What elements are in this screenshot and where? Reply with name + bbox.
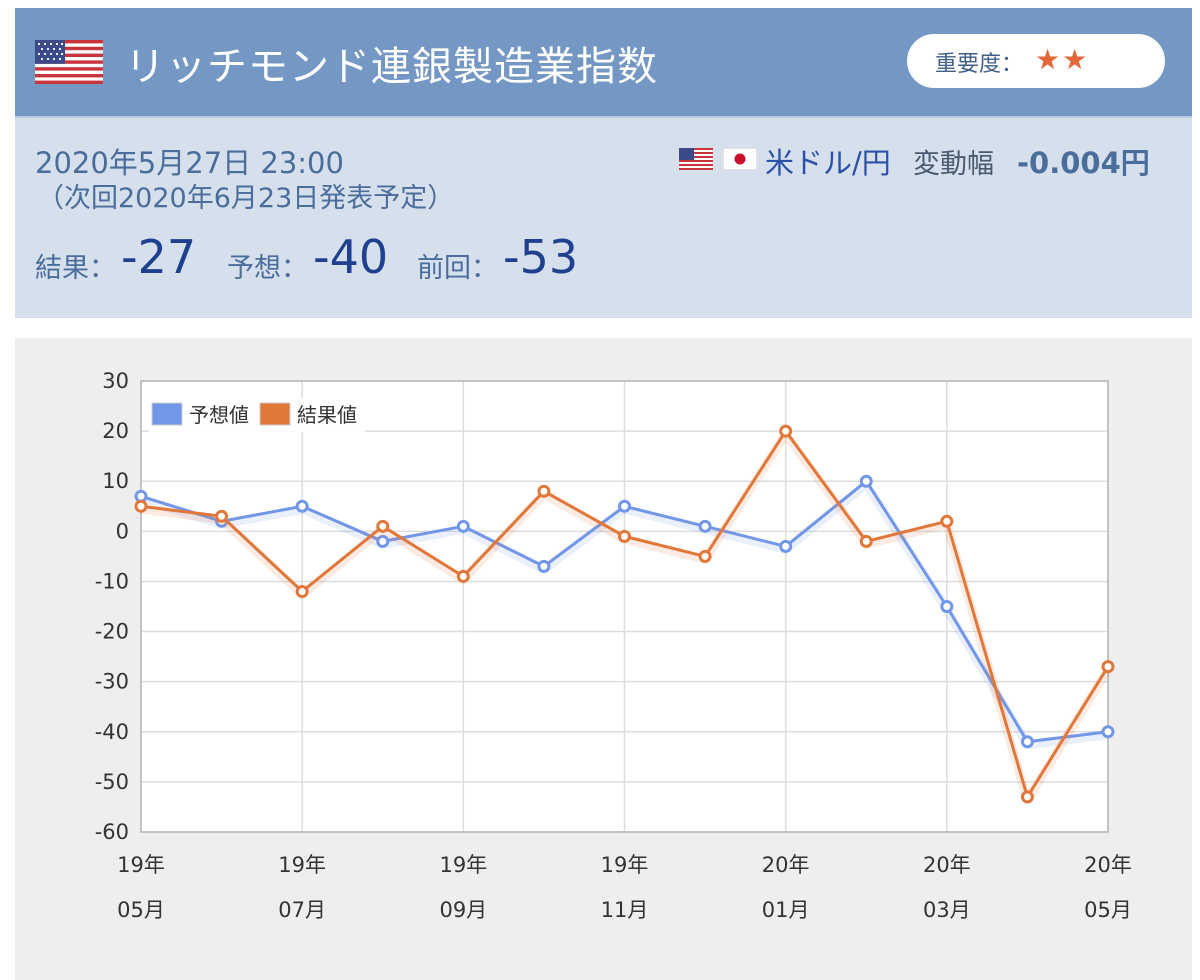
- series-2-point: [940, 514, 954, 528]
- y-tick-label: -20: [95, 620, 129, 644]
- series-1-point: [1020, 735, 1034, 749]
- result-label: 結果：: [35, 253, 116, 284]
- series-1-point: [779, 539, 793, 553]
- x-tick-label-year: 19年: [439, 853, 487, 877]
- importance-badge: 重要度： ★★: [907, 34, 1165, 88]
- x-tick-label-month: 07月: [278, 898, 326, 922]
- series-2-point: [698, 549, 712, 563]
- series-1-point: [537, 559, 551, 573]
- line-chart: 30 20 10 0 -10 -20 -30 -40 -50 -60 19年 05月 19年 07月 19年…: [95, 369, 1132, 922]
- series-2-point: [1101, 660, 1115, 674]
- y-tick-label: 30: [102, 369, 129, 393]
- series-2-point: [1020, 790, 1034, 804]
- legend: [149, 398, 365, 432]
- plot-border: [140, 380, 1109, 833]
- forecast-value: -40: [313, 230, 389, 284]
- series-2-point: [537, 484, 551, 498]
- importance-label: 重要度：: [935, 52, 1024, 77]
- series-2-point: [779, 424, 793, 438]
- release-datetime: 2020年5月27日 23:00: [35, 146, 344, 180]
- legend-label-2: 結果値: [297, 403, 357, 427]
- currency-pair-link[interactable]: 米ドル/円: [765, 146, 891, 180]
- series-2-point: [859, 534, 873, 548]
- series-1-point: [295, 499, 309, 513]
- x-tick-label-month: 11月: [601, 898, 649, 922]
- series-1-point: [456, 519, 470, 533]
- series-1-point: [618, 499, 631, 513]
- range-label: 変動幅: [913, 149, 994, 180]
- series-2-point: [376, 519, 390, 533]
- x-tick-label-month: 05月: [1084, 898, 1132, 922]
- us-flag-icon: [679, 148, 713, 170]
- series-2-point: [134, 499, 148, 513]
- x-tick-label-year: 20年: [1084, 853, 1132, 877]
- previous-label: 前回：: [417, 253, 498, 284]
- result-value: -27: [121, 230, 197, 284]
- y-tick-label: 0: [116, 519, 129, 543]
- legend-swatch-2: [259, 402, 291, 426]
- x-tick-label-year: 20年: [762, 853, 810, 877]
- previous-value: -53: [503, 230, 579, 284]
- x-tick-label-month: 01月: [762, 898, 810, 922]
- x-tick-label-year: 19年: [601, 853, 649, 877]
- chart-panel: 30 20 10 0 -10 -20 -30 -40 -50 -60 19年 05月 19年 07月 19年…: [15, 338, 1192, 980]
- x-tick-label-month: 09月: [439, 898, 487, 922]
- series-1-point: [134, 489, 148, 503]
- next-release-note: （次回2020年6月23日発表予定）: [37, 183, 455, 214]
- us-flag-icon: [35, 40, 103, 84]
- series-1-point: [1101, 725, 1115, 739]
- y-tick-label: 10: [102, 469, 129, 493]
- series-1-point: [376, 534, 390, 548]
- range-value: -0.004円: [1017, 146, 1150, 180]
- x-tick-label-month: 03月: [923, 898, 971, 922]
- y-tick-label: -50: [95, 770, 129, 794]
- japan-flag-icon: [723, 148, 757, 170]
- y-tick-label: -10: [95, 569, 129, 593]
- x-tick-label-month: 05月: [117, 898, 165, 922]
- series-2-point: [295, 584, 309, 598]
- x-tick-label-year: 20年: [923, 853, 971, 877]
- forecast-label: 予想：: [227, 253, 308, 284]
- header-bar: リッチモンド連銀製造業指数 重要度： ★★: [15, 8, 1192, 118]
- legend-label-1: 予想値: [189, 403, 249, 427]
- series-1-point: [698, 519, 712, 533]
- release-info-panel: 2020年5月27日 23:00 （次回2020年6月23日発表予定） 米ドル/…: [15, 118, 1192, 318]
- page-title: リッチモンド連銀製造業指数: [125, 44, 658, 90]
- y-tick-label: -40: [95, 720, 129, 744]
- y-tick-label: -60: [95, 820, 129, 844]
- y-tick-label: -30: [95, 670, 129, 694]
- importance-stars: ★★: [1035, 43, 1090, 76]
- series-2-point: [618, 529, 631, 543]
- series-1-point: [940, 600, 954, 613]
- series-2-point: [215, 509, 229, 523]
- legend-swatch-1: [151, 402, 183, 426]
- series-2-point: [456, 569, 470, 583]
- x-tick-label-year: 19年: [117, 853, 165, 877]
- series-1-point: [859, 474, 873, 488]
- y-tick-label: 20: [102, 419, 129, 443]
- x-tick-label-year: 19年: [278, 853, 326, 877]
